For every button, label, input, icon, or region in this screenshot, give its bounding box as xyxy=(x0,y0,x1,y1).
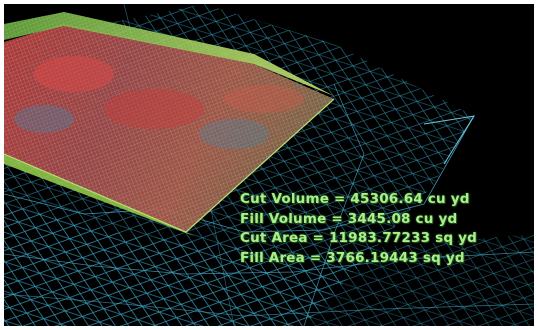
fill-area-text: Fill Area = 3766.19443 sq yd xyxy=(240,249,465,266)
fill-volume-text: Fill Volume = 3445.08 cu yd xyxy=(240,210,458,227)
terrain-render xyxy=(4,4,534,326)
cut-area-text: Cut Area = 11983.77233 sq yd xyxy=(240,230,477,246)
quantity-readout: Cut Volume = 45306.64 cu yd Fill Volume … xyxy=(240,190,477,268)
cut-fill-surface xyxy=(4,12,335,236)
cut-volume-text: Cut Volume = 45306.64 cu yd xyxy=(240,191,470,207)
terrain-viewport[interactable]: Cut Volume = 45306.64 cu yd Fill Volume … xyxy=(4,4,534,326)
